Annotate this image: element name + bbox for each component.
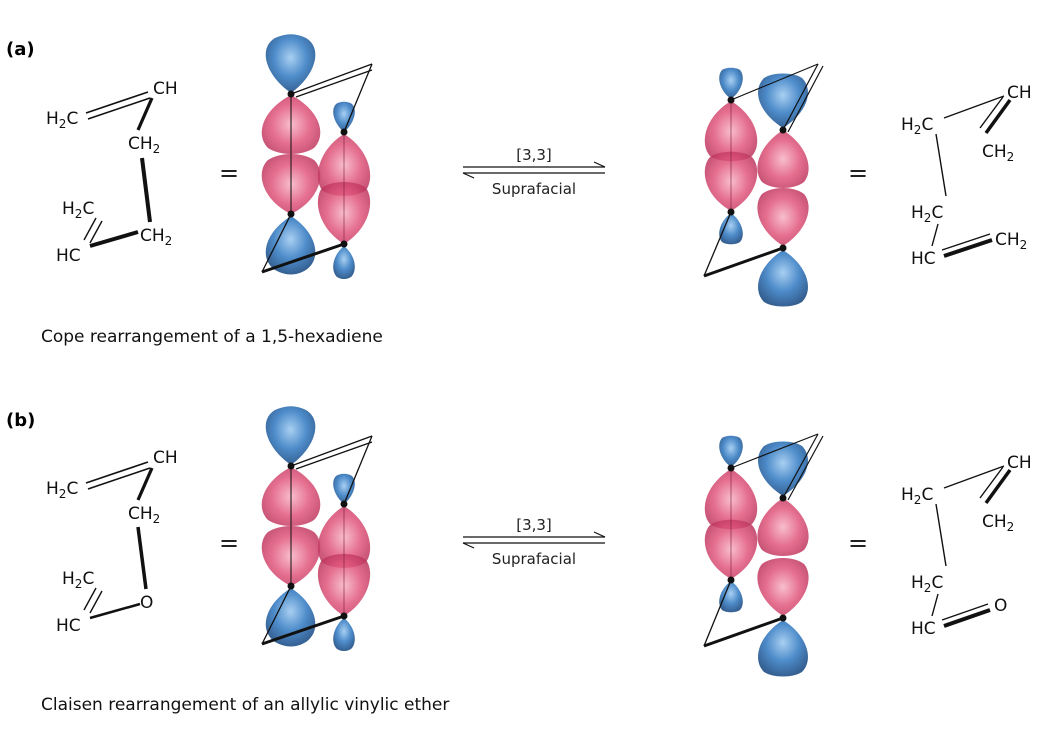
label-ch: CH [1007,453,1032,473]
label-h2c-top: H2C [46,479,78,501]
reactant-structure: CH H2C CH2 H2C HC CH2 [46,79,178,266]
label-h2c-mid: H2C [911,203,943,225]
orbital-reactant [261,406,373,651]
panel-b: (b) CH H2C CH2 H2C HC O = [6,406,1032,715]
equals-sign: = [848,159,868,187]
label-ch2-right: CH2 [982,512,1014,534]
label-o: O [994,596,1007,616]
equilibrium-arrow: [3,3] Suprafacial [462,146,606,198]
equilibrium-arrow: [3,3] Suprafacial [462,516,606,568]
label-ch: CH [1007,83,1032,103]
arrow-label-bottom: Suprafacial [492,550,576,568]
orbital-product [703,433,824,677]
panel-a: (a) CH H2C CH2 H2C HC CH2 = [6,34,1032,347]
arrow-label-bottom: Suprafacial [492,180,576,198]
orbital-reactant [261,34,373,279]
equals-sign: = [848,529,868,557]
label-ch: CH [153,79,178,99]
label-hc: HC [911,619,936,639]
arrow-label-top: [3,3] [516,516,552,534]
label-h2c-mid: H2C [911,573,943,595]
label-ch2-low: CH2 [140,226,172,248]
reactant-structure: CH H2C CH2 H2C HC O [46,448,178,636]
label-ch2-right: CH2 [982,142,1014,164]
product-structure: CH H2C CH2 H2C HC O [901,453,1032,639]
equals-sign: = [219,529,239,557]
label-h2c-low: H2C [62,569,94,591]
label-hc: HC [56,246,81,266]
label-h2c-top: H2C [901,485,933,507]
label-ch2-low: CH2 [995,230,1027,252]
equals-sign: = [219,159,239,187]
label-h2c-low: H2C [62,199,94,221]
label-ch2-mid: CH2 [128,504,160,526]
caption: Cope rearrangement of a 1,5-hexadiene [41,327,383,347]
label-o: O [140,593,153,613]
panel-tag: (a) [6,39,35,60]
label-h2c-top: H2C [46,109,78,131]
product-structure: CH H2C CH2 H2C HC CH2 [901,83,1032,269]
label-ch2-mid: CH2 [128,134,160,156]
label-ch: CH [153,448,178,468]
caption: Claisen rearrangement of an allylic viny… [41,695,449,715]
label-h2c-top: H2C [901,115,933,137]
panel-tag: (b) [6,410,35,431]
orbital-product [703,63,824,307]
label-hc: HC [911,249,936,269]
arrow-label-top: [3,3] [516,146,552,164]
label-hc: HC [56,616,81,636]
